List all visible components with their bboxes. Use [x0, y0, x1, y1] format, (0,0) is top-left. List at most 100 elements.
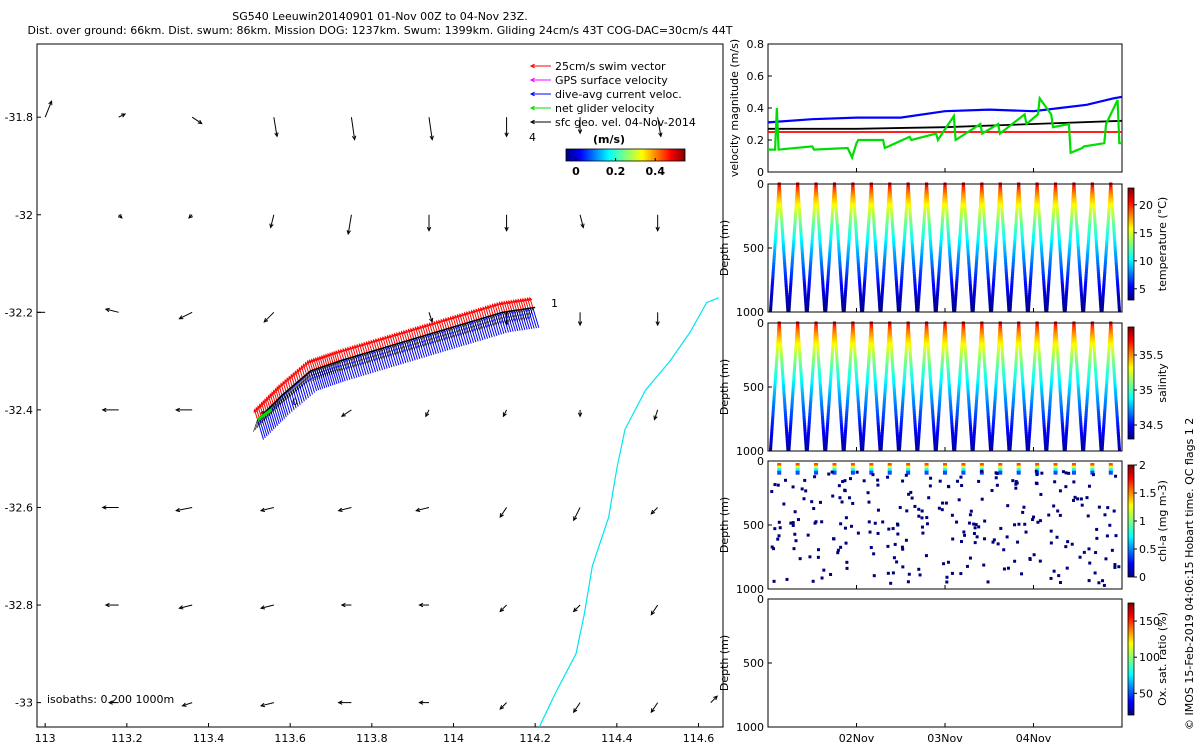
profile-point — [908, 214, 912, 218]
profile-point — [883, 383, 887, 387]
profile-point — [848, 367, 852, 371]
profile-point — [773, 240, 777, 244]
profile-point — [863, 415, 867, 419]
profile-point — [1096, 265, 1100, 269]
profile-point — [1089, 198, 1093, 202]
chl-point — [924, 554, 928, 558]
profile-point — [1095, 247, 1099, 251]
profile-point — [1045, 304, 1049, 308]
swim-vector-arrow — [286, 377, 291, 389]
profile-point — [903, 365, 907, 369]
profile-point — [893, 256, 897, 260]
profile-point — [1039, 372, 1043, 376]
profile-point — [813, 335, 817, 339]
profile-point — [960, 200, 964, 204]
profile-point — [1013, 242, 1017, 246]
profile-point — [806, 302, 810, 306]
profile-point — [1067, 260, 1071, 264]
profile-point — [1038, 219, 1042, 223]
profile-point — [790, 265, 794, 269]
profile-point — [984, 383, 988, 387]
profile-point — [858, 288, 862, 292]
net-velocity-tick — [316, 367, 322, 380]
swim-vector-arrow — [255, 406, 260, 419]
profile-point — [1067, 388, 1071, 392]
profile-point — [806, 443, 810, 447]
profile-point — [784, 288, 788, 292]
profile-point — [1005, 279, 1009, 283]
profile-point — [1060, 283, 1064, 287]
profile-point — [789, 420, 793, 424]
profile-point — [1106, 356, 1110, 360]
chl-point — [785, 577, 789, 581]
profile-point — [1032, 369, 1036, 373]
profile-point — [954, 422, 958, 426]
profile-point — [883, 258, 887, 262]
profile-point — [1047, 274, 1051, 278]
profile-point — [1078, 265, 1082, 269]
profile-point — [828, 242, 832, 246]
profile-point — [1032, 365, 1036, 369]
profile-point — [1011, 411, 1015, 415]
profile-point — [1051, 226, 1055, 230]
profile-point — [925, 187, 929, 191]
profile-point — [1089, 335, 1093, 339]
profile-point — [1056, 353, 1060, 357]
profile-point — [1098, 295, 1102, 299]
profile-point — [789, 274, 793, 278]
profile-point — [1048, 256, 1052, 260]
chl-point — [887, 465, 892, 470]
profile-point — [782, 256, 786, 260]
profile-point — [1039, 242, 1043, 246]
profile-point — [979, 194, 983, 198]
profile-point — [849, 205, 853, 209]
profile-point — [868, 207, 872, 211]
profile-point — [1116, 290, 1120, 294]
profile-point — [945, 351, 949, 355]
profile-point — [942, 196, 946, 200]
profile-point — [1017, 187, 1021, 191]
profile-point — [942, 335, 946, 339]
profile-point — [1083, 283, 1087, 287]
profile-point — [966, 388, 970, 392]
profile-point — [1104, 386, 1108, 390]
swim-vector-arrow — [449, 315, 454, 328]
profile-point — [959, 214, 963, 218]
profile-point — [921, 240, 925, 244]
profile-point — [1077, 395, 1081, 399]
profile-point — [1064, 295, 1068, 299]
profile-point — [954, 297, 958, 301]
profile-point — [870, 196, 874, 200]
profile-point — [1082, 441, 1086, 445]
profile-point — [805, 309, 809, 313]
profile-point — [1054, 333, 1058, 337]
profile-point — [875, 399, 879, 403]
profile-point — [843, 293, 847, 297]
chl-point — [862, 479, 866, 483]
profile-point — [834, 200, 838, 204]
profile-point — [1009, 429, 1013, 433]
dive-avg-current-arrow — [293, 384, 301, 405]
profile-point — [868, 346, 872, 350]
profile-point — [830, 217, 834, 221]
profile-point — [948, 397, 952, 401]
profile-point — [1106, 228, 1110, 232]
profile-point — [1096, 404, 1100, 408]
profile-point — [949, 413, 953, 417]
profile-point — [947, 237, 951, 241]
profile-point — [925, 191, 929, 195]
profile-point — [1051, 358, 1055, 362]
profile-point — [843, 297, 847, 301]
profile-point — [858, 279, 862, 283]
profile-point — [817, 226, 821, 230]
profile-point — [1008, 302, 1012, 306]
profile-point — [780, 356, 784, 360]
profile-point — [920, 244, 924, 248]
profile-point — [1101, 439, 1105, 443]
profile-point — [914, 434, 918, 438]
swim-vector-arrow — [292, 371, 297, 384]
swim-vector-arrow — [276, 385, 281, 398]
profile-point — [912, 409, 916, 413]
net-velocity-tick — [505, 311, 510, 324]
